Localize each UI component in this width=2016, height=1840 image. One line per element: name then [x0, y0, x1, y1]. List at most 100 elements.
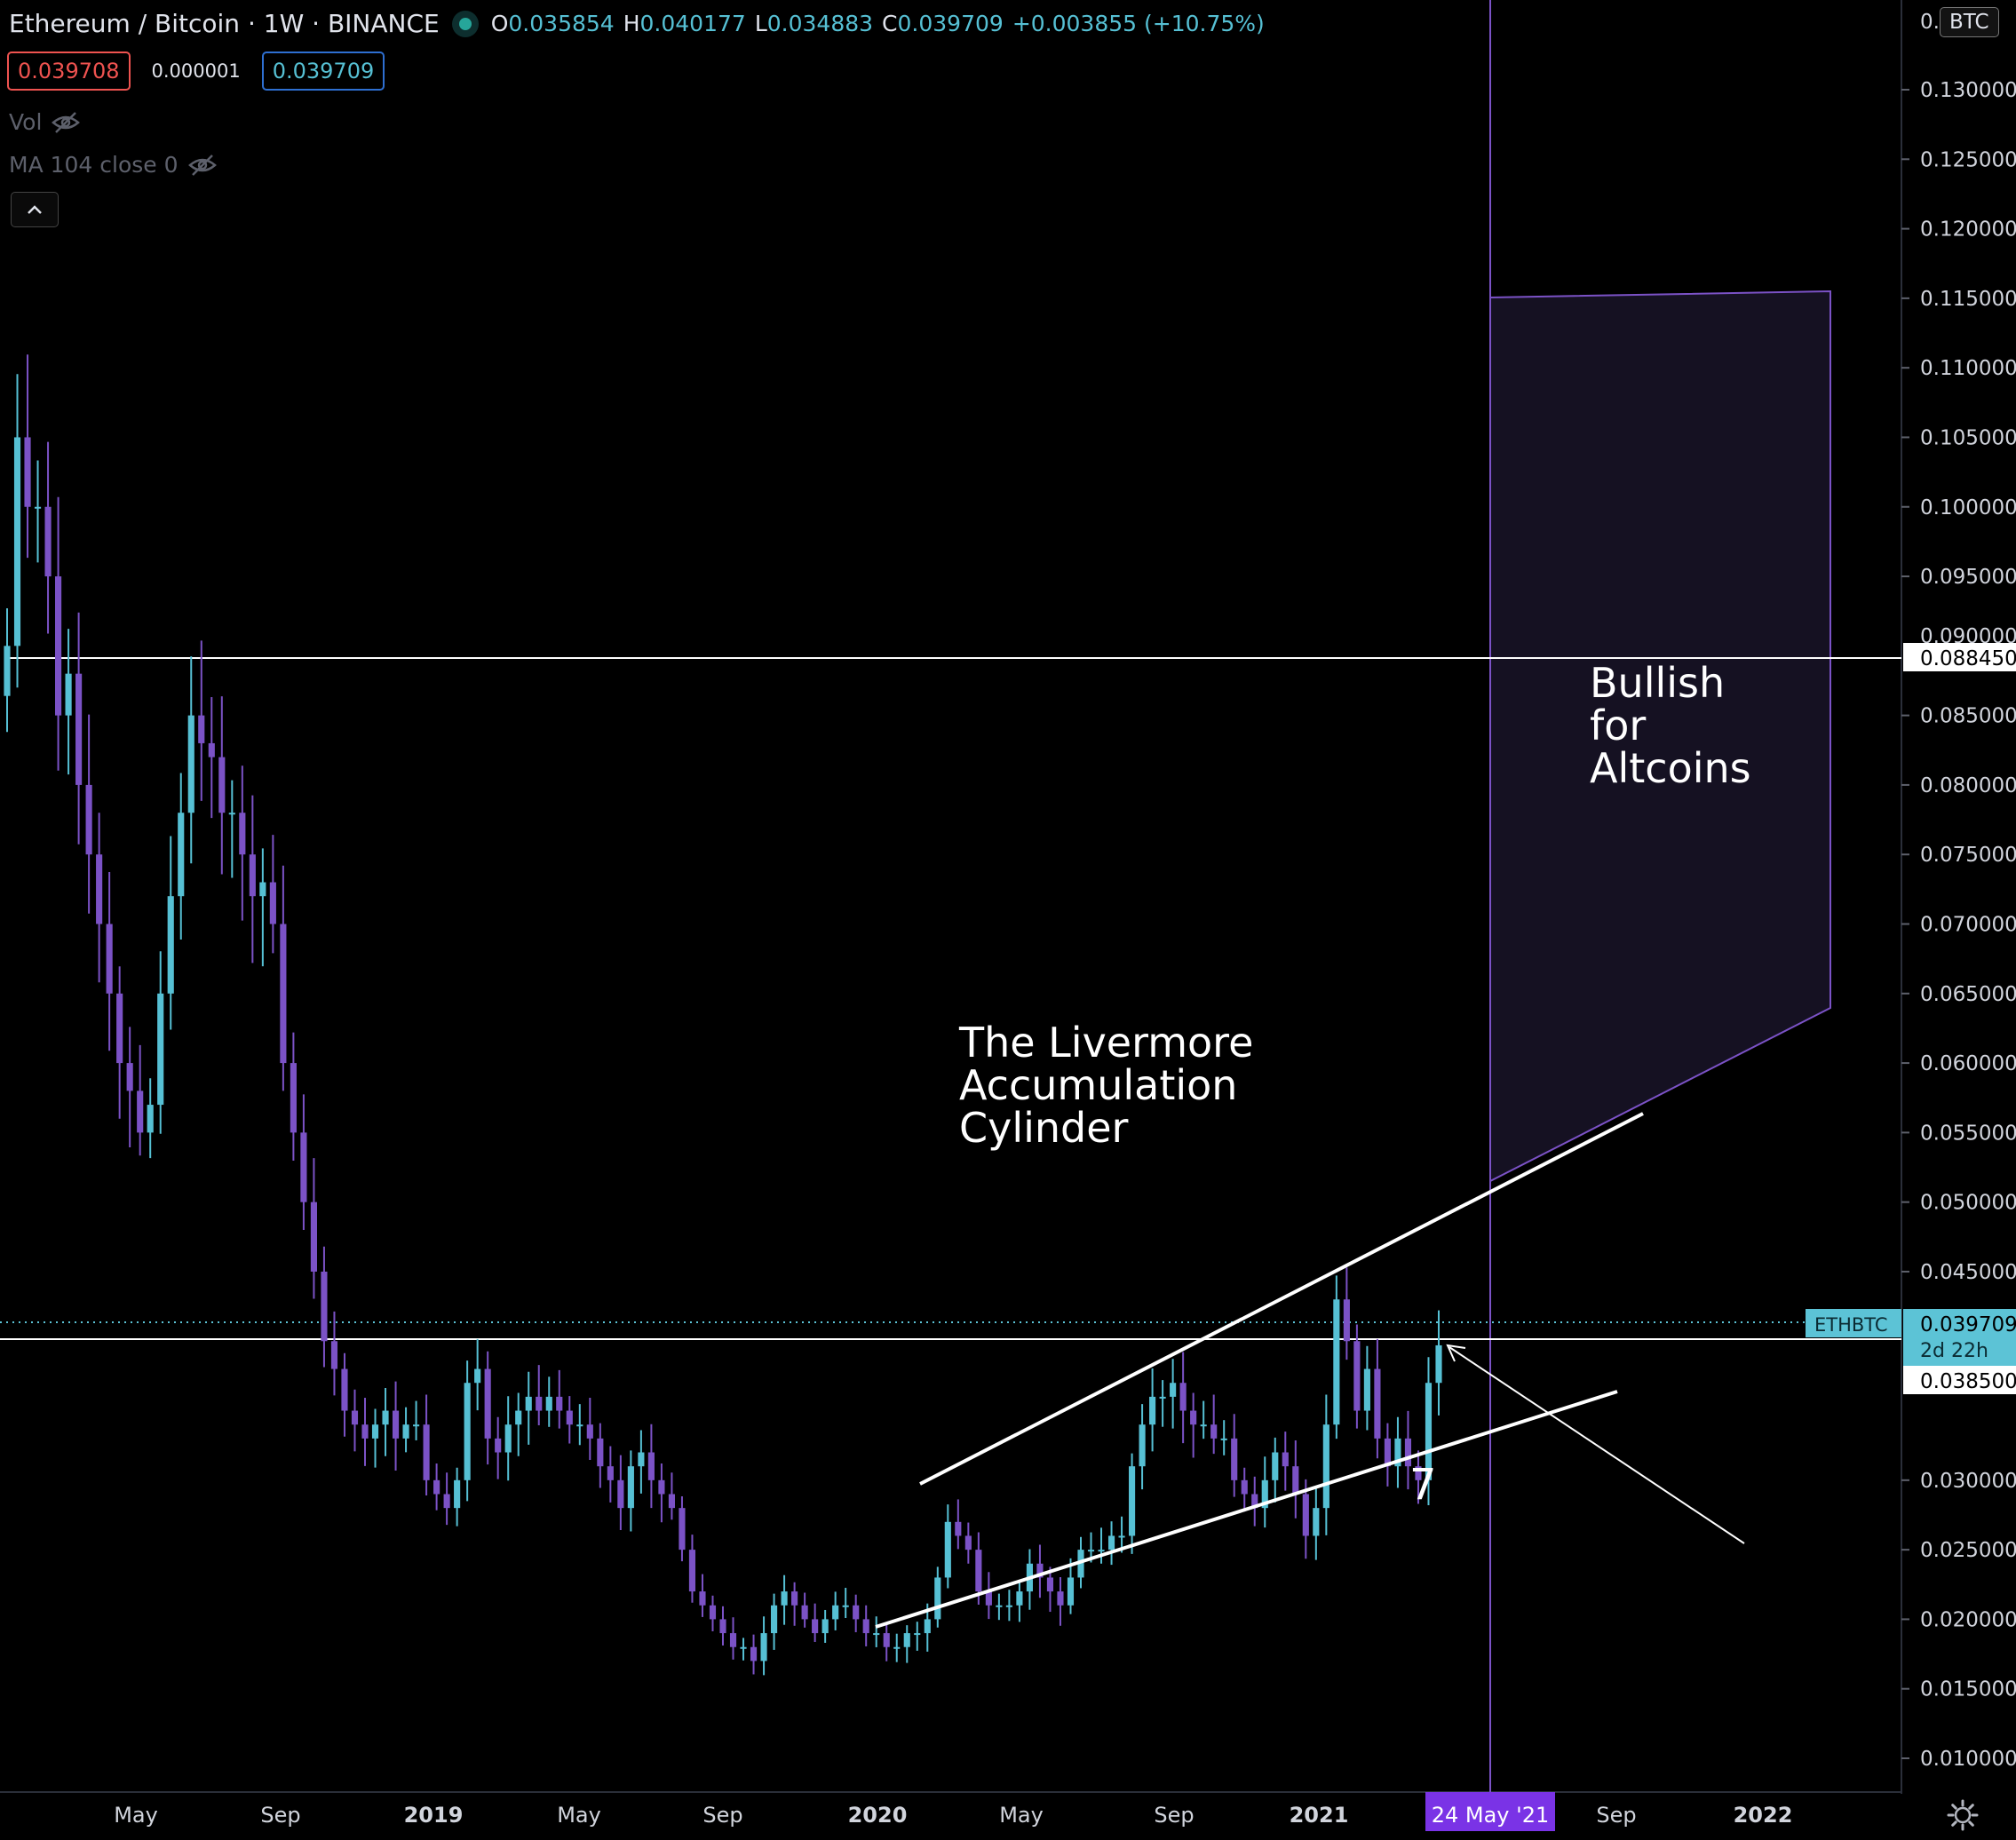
- price-tick-label: 0.020000: [1920, 1608, 2016, 1631]
- candle-body: [740, 1646, 747, 1649]
- candlestick-series[interactable]: [4, 354, 1442, 1676]
- time-tick-label: 2019: [404, 1803, 464, 1828]
- lower-trendline[interactable]: [875, 1390, 1618, 1629]
- candle-body: [24, 437, 31, 507]
- price-tick-label: 0.120000: [1920, 218, 2016, 242]
- candle-body: [791, 1591, 798, 1606]
- change-value: +0.003855 (+10.75%): [1012, 11, 1265, 36]
- candle-body: [382, 1410, 389, 1425]
- candle-body: [310, 1202, 317, 1272]
- candle-body: [1231, 1438, 1238, 1480]
- candle-body: [853, 1605, 860, 1620]
- candle-body: [147, 1105, 154, 1133]
- cylinder-line-2: Accumulation: [959, 1061, 1237, 1109]
- candle-body: [1343, 1299, 1350, 1342]
- candle-body: [842, 1605, 849, 1607]
- candle-body: [290, 1063, 297, 1133]
- candle-body: [1363, 1368, 1370, 1411]
- time-tick-label: 2021: [1290, 1803, 1349, 1828]
- candle-body: [157, 993, 164, 1106]
- svg-text:0.038500: 0.038500: [1920, 1370, 2016, 1393]
- sell-price-button[interactable]: 0.039708: [7, 52, 131, 91]
- trade-prices: 0.039708 0.000001 0.039709: [7, 52, 385, 91]
- candle-body: [1384, 1438, 1391, 1467]
- bullish-line-1: Bullish: [1590, 659, 1725, 707]
- candle-body: [495, 1438, 502, 1453]
- price-tick-label: 0.080000: [1920, 774, 2016, 797]
- svg-text:0.088450: 0.088450: [1920, 647, 2016, 670]
- time-tick-label: Sep: [260, 1803, 300, 1828]
- time-axis-highlight: 24 May '21: [1425, 1792, 1555, 1831]
- candle-body: [536, 1396, 543, 1411]
- price-axis[interactable]: 0.130000 0.125000 0.120000 0.115000 0.110000…: [1901, 79, 2016, 1771]
- symbol-exchange: BINANCE: [327, 9, 440, 38]
- candle-body: [1087, 1550, 1095, 1552]
- candle-body: [638, 1452, 645, 1467]
- ohlc-values: O0.035854 H0.040177 L0.034883 C0.039709 …: [490, 11, 1265, 36]
- bullish-projection-zone[interactable]: [1489, 289, 1831, 1183]
- candle-body: [944, 1521, 951, 1578]
- candle-body: [771, 1605, 778, 1634]
- arrow-annotation[interactable]: [1446, 1344, 1745, 1544]
- time-tick-label: May: [999, 1803, 1044, 1828]
- currency-badge[interactable]: BTC: [1940, 7, 1999, 37]
- cylinder-annotation[interactable]: The Livermore Accumulation Cylinder: [958, 1019, 1266, 1152]
- candle-body: [167, 896, 174, 994]
- indicator-vol[interactable]: Vol: [9, 109, 81, 135]
- candle-body: [85, 784, 92, 855]
- candle-body: [208, 742, 215, 757]
- candle-body: [178, 813, 185, 897]
- wave-count-annotation[interactable]: 7: [1409, 1460, 1437, 1510]
- candle-body: [1118, 1535, 1125, 1538]
- high-value: 0.040177: [639, 11, 746, 36]
- candle-body: [975, 1550, 982, 1592]
- candle-body: [228, 813, 235, 815]
- candle-body: [627, 1466, 634, 1509]
- spread-value: 0.000001: [151, 60, 241, 82]
- candle-body: [1107, 1535, 1115, 1551]
- candle-body: [392, 1410, 400, 1439]
- candle-body: [504, 1424, 512, 1453]
- candle-body: [515, 1410, 522, 1425]
- candle-body: [1322, 1424, 1329, 1509]
- candle-body: [269, 882, 276, 924]
- candle-body: [1261, 1479, 1268, 1509]
- candle-body: [832, 1605, 839, 1620]
- symbol-title[interactable]: Ethereum / Bitcoin · 1W · BINANCE: [9, 9, 440, 38]
- candle-body: [658, 1479, 665, 1495]
- market-status-icon[interactable]: [451, 10, 479, 37]
- candle-body: [1170, 1383, 1177, 1397]
- candle-body: [709, 1605, 717, 1620]
- price-tick-label: 0.060000: [1920, 1052, 2016, 1075]
- candle-body: [801, 1605, 808, 1620]
- indicator-ma[interactable]: MA 104 close 0: [9, 152, 218, 178]
- candle-body: [361, 1424, 369, 1439]
- price-tick-label: 0.065000: [1920, 983, 2016, 1006]
- buy-price-button[interactable]: 0.039709: [261, 52, 385, 91]
- bullish-annotation[interactable]: Bullish for Altcoins: [1590, 659, 1751, 792]
- chart-legend: Ethereum / Bitcoin · 1W · BINANCE O0.035…: [9, 9, 1265, 38]
- upper-trendline[interactable]: [919, 1112, 1644, 1486]
- candle-body: [955, 1521, 962, 1536]
- eye-hidden-icon[interactable]: [51, 111, 81, 134]
- candle-body: [1005, 1605, 1012, 1607]
- price-tick-label: 0.050000: [1920, 1192, 2016, 1215]
- candle-body: [249, 854, 256, 897]
- candle-body: [55, 576, 62, 716]
- collapse-legend-button[interactable]: [11, 192, 59, 227]
- bullish-line-2: for: [1590, 702, 1646, 749]
- candle-body: [821, 1619, 829, 1634]
- candle-body: [1149, 1396, 1156, 1425]
- bullish-line-3: Altcoins: [1590, 744, 1751, 792]
- time-tick-label: Sep: [702, 1803, 742, 1828]
- candle-body: [1302, 1494, 1309, 1536]
- candle-body: [729, 1633, 737, 1647]
- candle-body: [668, 1494, 675, 1509]
- gear-icon[interactable]: [1945, 1797, 1980, 1833]
- price-tick-label: 0.130000: [1920, 79, 2016, 102]
- eye-hidden-icon[interactable]: [187, 154, 218, 177]
- candle-body: [924, 1619, 931, 1634]
- price-tick-label: 0.055000: [1920, 1122, 2016, 1145]
- time-axis[interactable]: May Sep 2019 May Sep 2020 May Sep 2021 Sep 2022: [114, 1803, 1792, 1828]
